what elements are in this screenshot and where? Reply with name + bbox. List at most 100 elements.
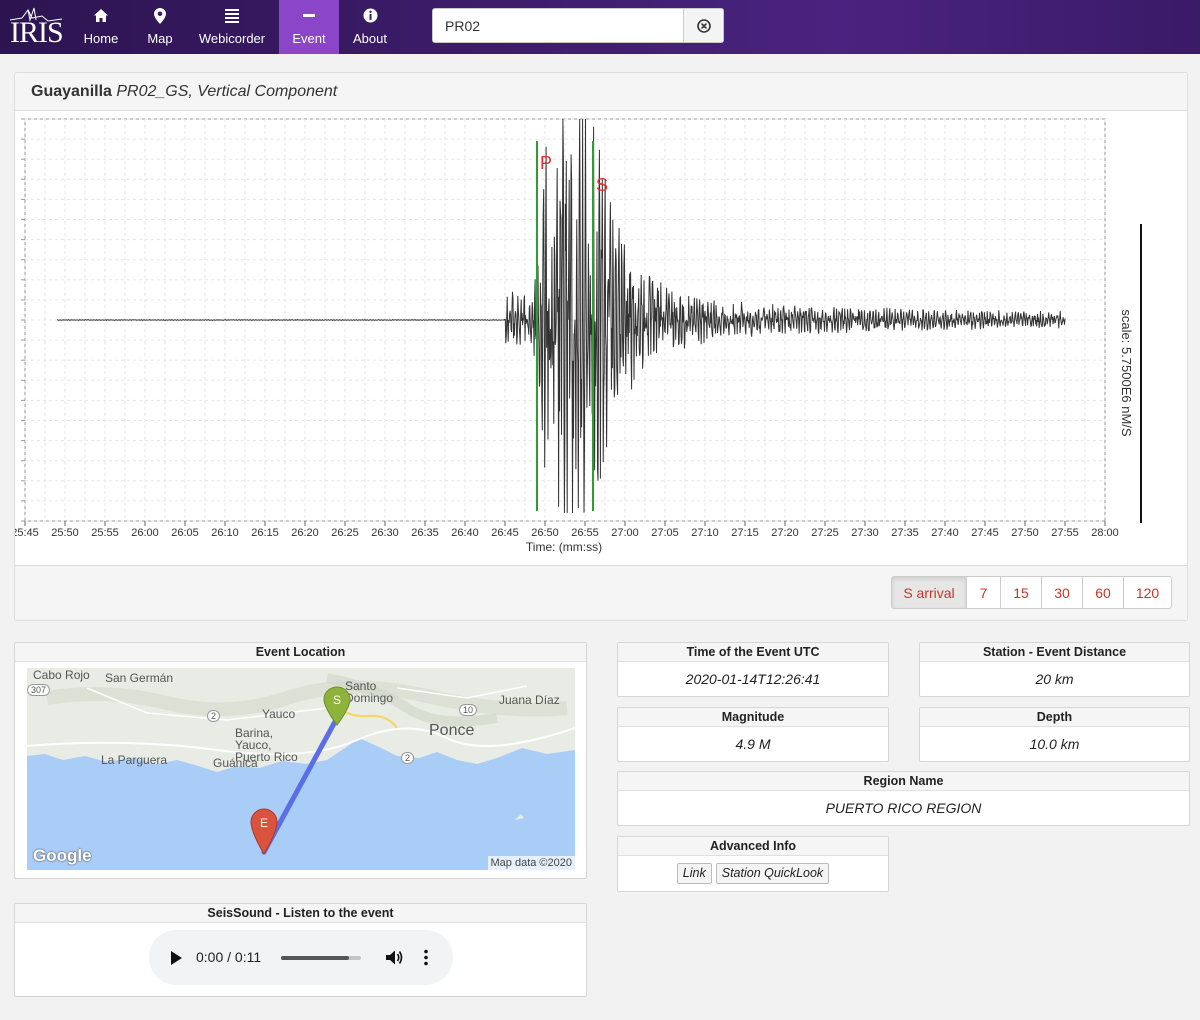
road-shield: 307 xyxy=(27,684,51,696)
region-title: Region Name xyxy=(618,772,1189,791)
x-tick-label: 26:35 xyxy=(411,527,439,539)
map-place-label: Juana Díaz xyxy=(499,693,560,707)
x-tick-label: 27:25 xyxy=(811,527,839,539)
x-tick-label: 26:10 xyxy=(211,527,239,539)
more-options-icon[interactable] xyxy=(423,949,429,966)
clear-circle-icon xyxy=(696,18,711,33)
station-marker-icon[interactable]: S xyxy=(323,686,351,726)
nav-event[interactable]: Event xyxy=(279,0,339,54)
seissound-title: SeisSound - Listen to the event xyxy=(15,904,586,923)
event-marker-label: E xyxy=(260,816,268,830)
time-window-buttons: S arrival 7 15 30 60 120 xyxy=(891,576,1172,609)
top-navbar: IRIS Home Map Webicorder Event About xyxy=(0,0,1200,54)
x-tick-label: 27:35 xyxy=(891,527,919,539)
seismogram-footer: S arrival 7 15 30 60 120 xyxy=(15,565,1187,620)
event-location-title: Event Location xyxy=(15,643,586,662)
x-tick-label: 27:50 xyxy=(1011,527,1039,539)
x-tick-label: 25:45 xyxy=(15,527,39,539)
nav-about-label: About xyxy=(353,31,387,46)
audio-player: 0:00 / 0:11 xyxy=(149,930,453,985)
window-7-button[interactable]: 7 xyxy=(966,576,1001,609)
link-button[interactable]: Link xyxy=(676,863,712,884)
nav-event-label: Event xyxy=(292,31,326,46)
x-tick-label: 27:05 xyxy=(651,527,679,539)
road-shield: 10 xyxy=(459,704,478,716)
region-card: Region Name PUERTO RICO REGION xyxy=(617,771,1190,826)
x-tick-label: 28:00 xyxy=(1091,527,1119,539)
window-30-button[interactable]: 30 xyxy=(1041,576,1083,609)
nav-home[interactable]: Home xyxy=(78,0,124,54)
magnitude-value: 4.9 M xyxy=(735,736,771,752)
depth-value: 10.0 km xyxy=(1029,736,1080,752)
iris-logo[interactable]: IRIS xyxy=(8,6,64,49)
logo-text: IRIS xyxy=(10,16,64,49)
map-place-label: Cabo Rojo xyxy=(33,668,90,682)
x-tick-label: 27:40 xyxy=(931,527,959,539)
station-search xyxy=(432,8,724,43)
nav-webicorder-label: Webicorder xyxy=(198,31,266,46)
distance-title: Station - Event Distance xyxy=(920,643,1189,662)
audio-time-display: 0:00 / 0:11 xyxy=(196,949,262,965)
event-time-value: 2020-01-14T12:26:41 xyxy=(685,671,821,687)
nav-map[interactable]: Map xyxy=(138,0,182,54)
seismogram-title: Guayanilla PR02_GS, Vertical Component xyxy=(15,73,1187,111)
seissound-card: SeisSound - Listen to the event 0:00 / 0… xyxy=(14,903,587,997)
station-search-input[interactable] xyxy=(433,9,685,42)
x-tick-label: 27:15 xyxy=(731,527,759,539)
event-time-card: Time of the Event UTC 2020-01-14T12:26:4… xyxy=(617,642,889,697)
station-component: PR02_GS, Vertical Component xyxy=(116,83,338,100)
x-tick-label: 26:25 xyxy=(331,527,359,539)
road-shield: 2 xyxy=(401,752,415,764)
magnitude-card: Magnitude 4.9 M xyxy=(617,707,889,762)
advanced-info-actions: Link Station QuickLook xyxy=(618,856,888,891)
scale-label: scale: 5.7500E6 nM/S xyxy=(1119,309,1134,437)
event-marker-icon[interactable]: E xyxy=(250,808,278,856)
distance-value: 20 km xyxy=(1035,671,1074,687)
x-tick-label: 27:45 xyxy=(971,527,999,539)
x-tick-label: 26:30 xyxy=(371,527,399,539)
x-tick-label: 26:55 xyxy=(571,527,599,539)
station-marker-label: S xyxy=(333,693,341,707)
x-tick-label: 25:50 xyxy=(51,527,79,539)
x-tick-label: 26:00 xyxy=(131,527,159,539)
map-attribution[interactable]: Map data ©2020 xyxy=(487,856,575,870)
x-tick-label: 27:55 xyxy=(1051,527,1079,539)
audio-progress-track[interactable] xyxy=(281,956,361,960)
map-place-label: Guánica xyxy=(213,756,258,770)
region-value: PUERTO RICO REGION xyxy=(825,800,982,816)
window-120-button[interactable]: 120 xyxy=(1123,576,1172,609)
audio-progress-fill xyxy=(281,956,349,960)
volume-icon[interactable] xyxy=(385,949,403,966)
x-tick-label: 26:05 xyxy=(171,527,199,539)
map-place-label: La Parguera xyxy=(101,753,168,767)
window-15-button[interactable]: 15 xyxy=(1000,576,1042,609)
seismic-trace xyxy=(56,118,1066,514)
x-tick-label: 27:00 xyxy=(611,527,639,539)
map-place-label: Ponce xyxy=(429,722,475,739)
phase-marker-label: S xyxy=(596,175,608,195)
play-icon[interactable] xyxy=(169,950,183,966)
event-map[interactable]: Cabo Rojo San Germán Yauco Barina, Yauco… xyxy=(27,668,575,870)
station-quicklook-button[interactable]: Station QuickLook xyxy=(715,863,830,884)
x-tick-label: 25:55 xyxy=(91,527,119,539)
seismogram-chart: P S 25:45 25:50 25:55 26:00 26:05 26:10 26:15 26… xyxy=(11,111,1187,567)
nav-webicorder[interactable]: Webicorder xyxy=(196,0,268,54)
depth-card: Depth 10.0 km xyxy=(919,707,1190,762)
event-time-title: Time of the Event UTC xyxy=(618,643,888,662)
window-60-button[interactable]: 60 xyxy=(1082,576,1124,609)
seismogram-panel: Guayanilla PR02_GS, Vertical Component P… xyxy=(11,72,1188,621)
map-place-label: Yauco xyxy=(262,707,296,721)
clear-search-button[interactable] xyxy=(683,9,723,42)
nav-about[interactable]: About xyxy=(348,0,392,54)
seismogram-svg[interactable]: P S 25:45 25:50 25:55 26:00 26:05 26:10 26:15 26… xyxy=(11,111,1187,567)
event-location-card: Event Location Cabo Rojo San Germán Yauc… xyxy=(14,642,587,879)
map-place-label: San Germán xyxy=(105,671,174,685)
s-arrival-button[interactable]: S arrival xyxy=(891,576,967,609)
road-shield: 2 xyxy=(207,710,221,722)
map-place-label: Santo Domingo xyxy=(345,679,394,705)
x-tick-label: 26:20 xyxy=(291,527,319,539)
nav-map-label: Map xyxy=(147,31,173,46)
x-tick-label: 26:45 xyxy=(491,527,519,539)
x-tick-label: 26:40 xyxy=(451,527,479,539)
magnitude-title: Magnitude xyxy=(618,708,888,727)
